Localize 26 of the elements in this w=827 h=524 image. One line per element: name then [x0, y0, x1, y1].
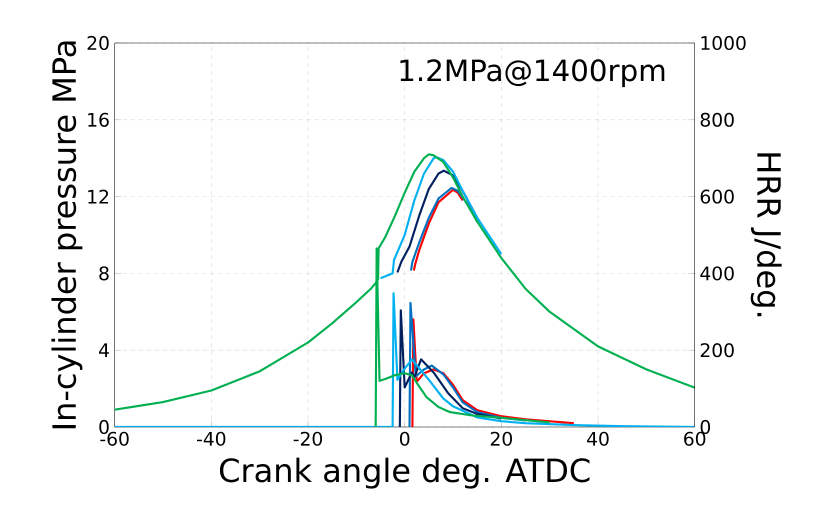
y-tick-label: 16 [88, 112, 109, 127]
x-tick-label: 40 [587, 432, 609, 446]
x-tick-label: 0 [400, 432, 410, 446]
annotation: 1.2MPa@1400rpm [400, 59, 664, 88]
line-series [379, 156, 502, 280]
x-tick-label: 20 [490, 432, 512, 446]
y-tick-label: 20 [88, 36, 109, 50]
y2-tick-label: 800 [700, 112, 734, 127]
line-series [412, 188, 464, 272]
y-axis-title: In-cylinder pressure MPa [51, 42, 82, 428]
line-series [411, 318, 575, 427]
y-tick-label: 8 [99, 266, 109, 280]
y2-tick-label: 200 [700, 343, 734, 358]
y2-tick-label: 400 [700, 266, 734, 280]
x-axis-title: Crank angle deg. ATDC [220, 458, 590, 489]
x-tick-label: -20 [294, 432, 322, 446]
x-tick-label: -40 [197, 432, 226, 446]
y2-tick-label: 600 [700, 190, 734, 204]
y-tick-label: 0 [99, 420, 109, 434]
y-tick-label: 4 [99, 343, 109, 358]
line-series [408, 302, 527, 427]
y-tick-label: 12 [88, 190, 108, 204]
y2-tick-label: 1000 [701, 36, 746, 50]
line-series [398, 309, 502, 427]
x-tick-label: -60 [100, 432, 129, 446]
y2-axis-title: HRR J/deg. [750, 153, 782, 316]
